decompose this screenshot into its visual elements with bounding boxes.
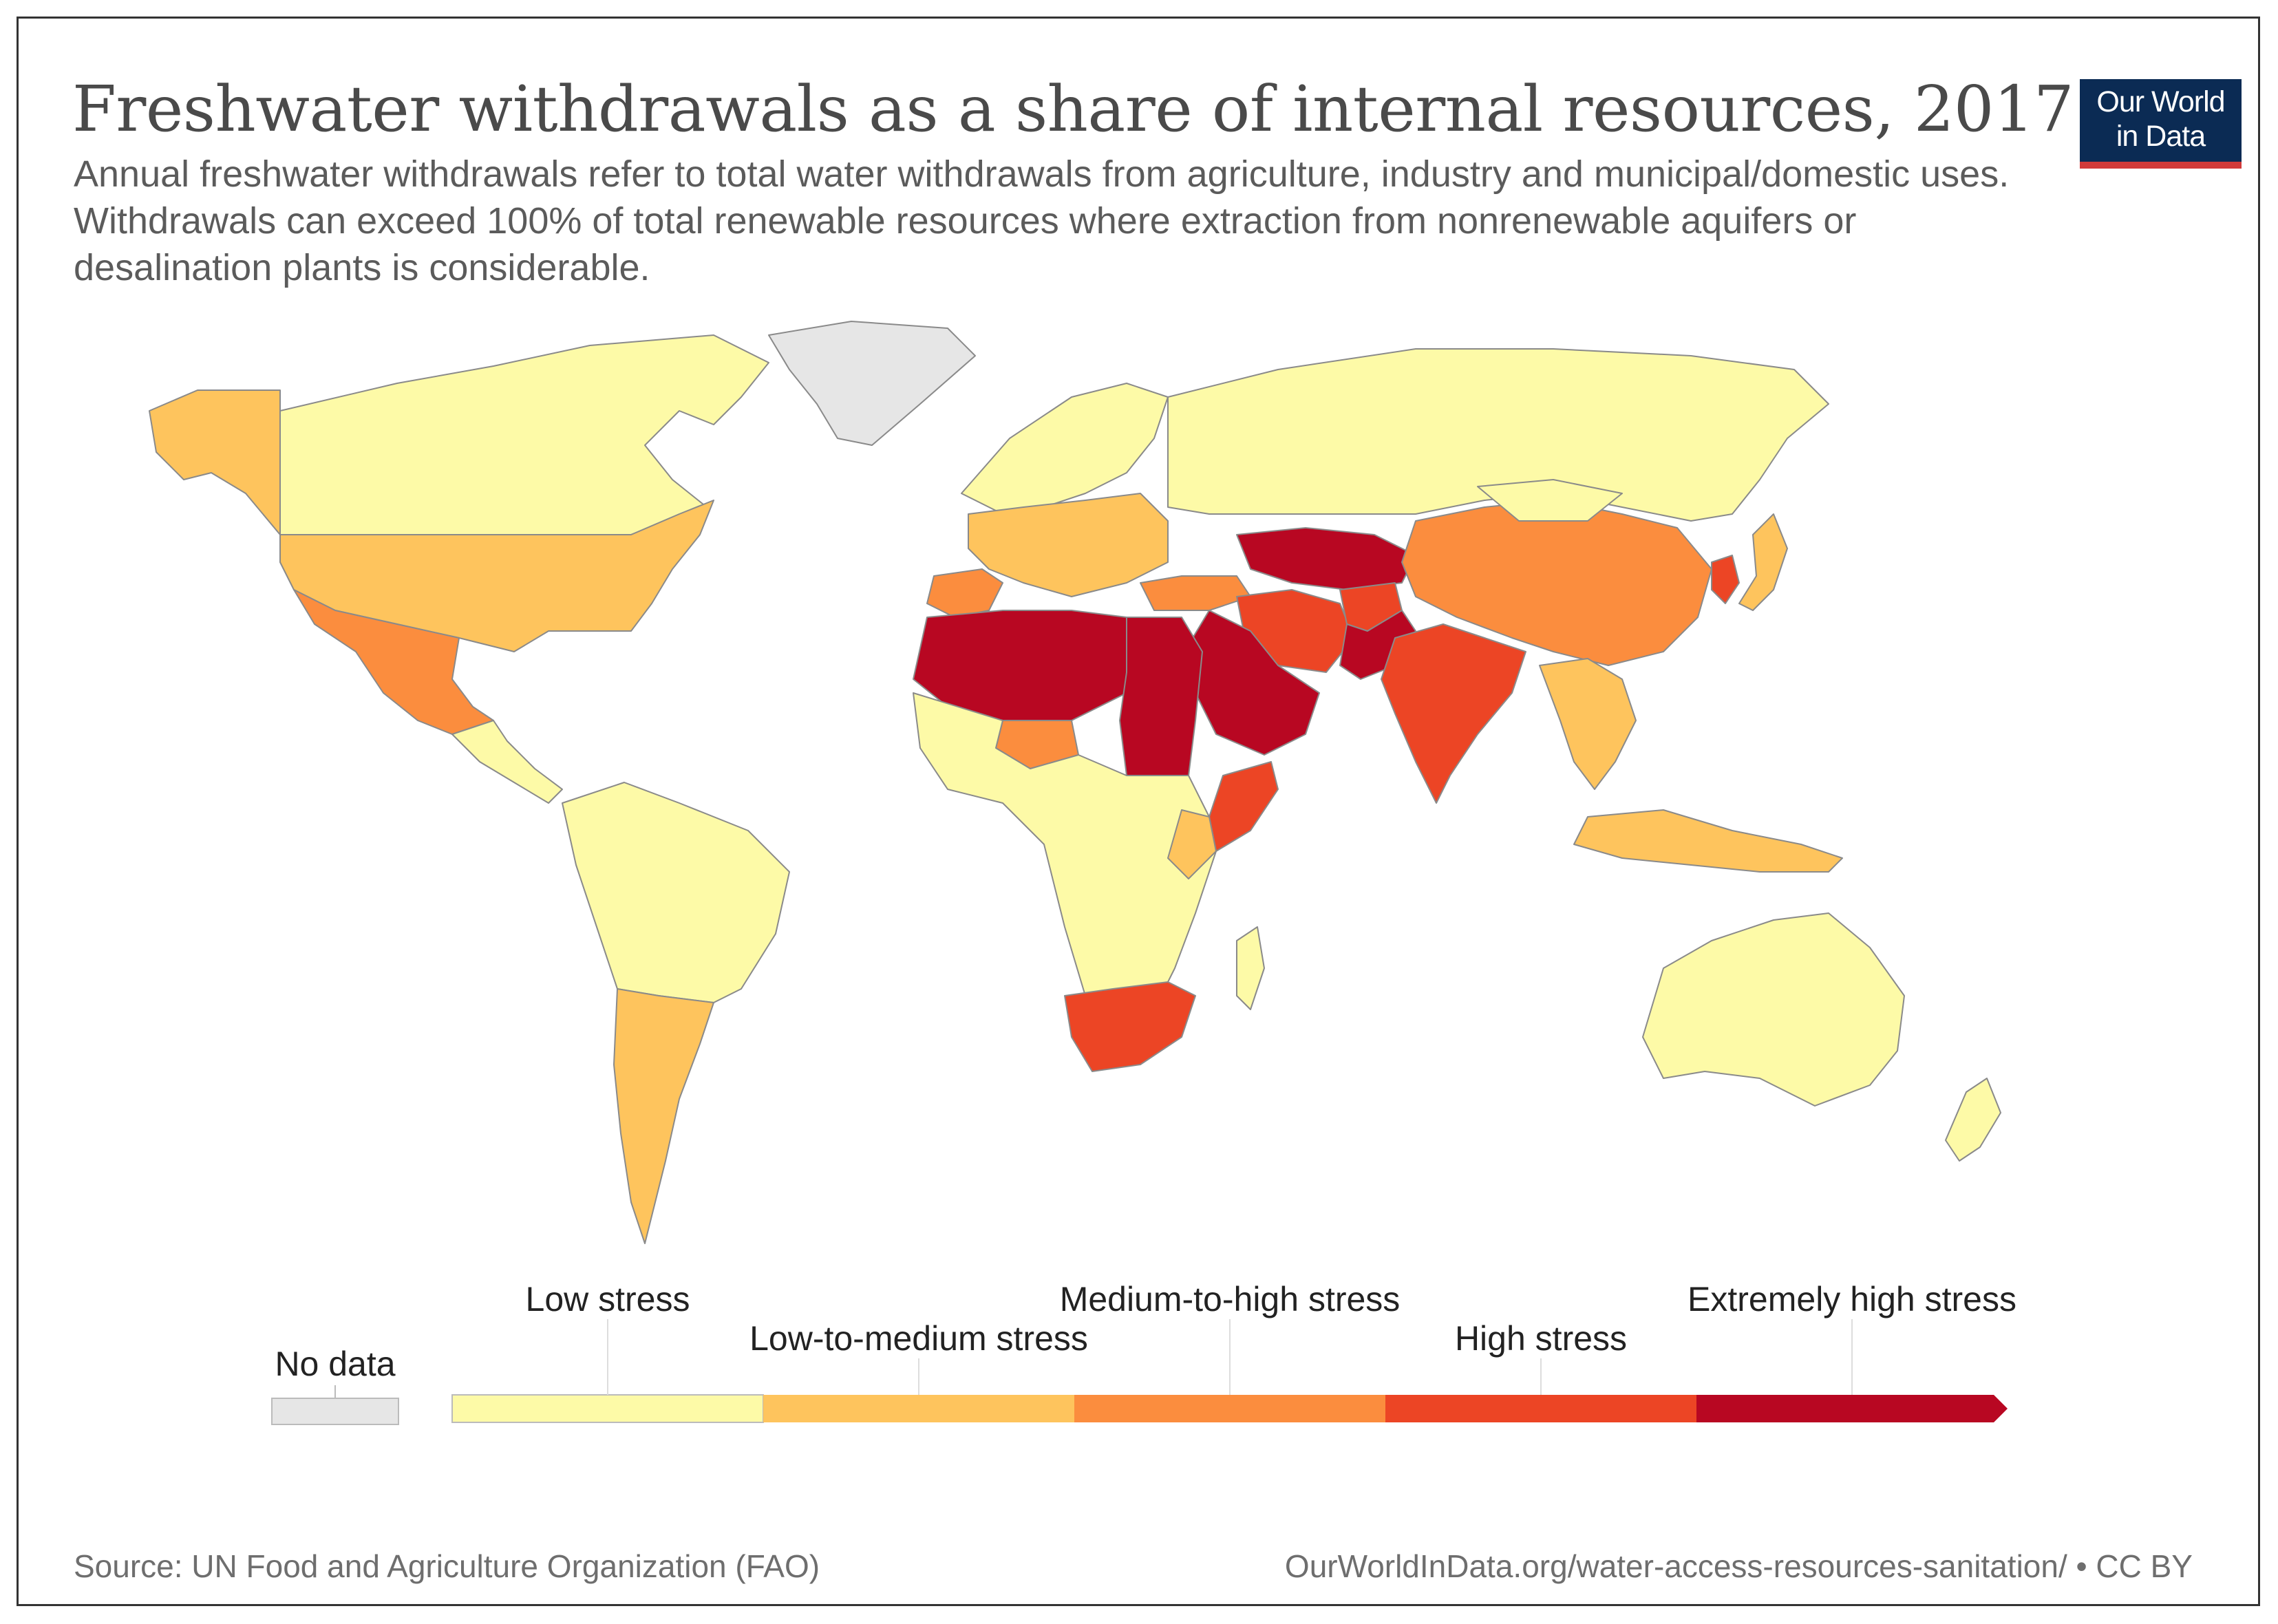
- region-madagascar[interactable]: [1236, 926, 1265, 1010]
- region-spain[interactable]: [926, 568, 1003, 618]
- chart-frame: Freshwater withdrawals as a share of int…: [17, 17, 2260, 1606]
- region-indonesia[interactable]: [1573, 809, 1843, 873]
- region-kenya[interactable]: [1167, 809, 1217, 879]
- region-central-america[interactable]: [451, 720, 563, 804]
- world-map[interactable]: [108, 308, 2173, 1326]
- legend-swatch: [1385, 1395, 1696, 1422]
- source-note: Source: UN Food and Agriculture Organiza…: [74, 1548, 820, 1584]
- region-australia[interactable]: [1642, 912, 1905, 1107]
- logo-line-2: in Data: [2116, 120, 2206, 153]
- region-russia[interactable]: [1167, 348, 1829, 522]
- region-south-africa[interactable]: [1064, 981, 1196, 1072]
- legend-label: High stress: [1455, 1319, 1627, 1358]
- legend-label: Low stress: [526, 1280, 690, 1318]
- legend-label: Medium-to-high stress: [1060, 1280, 1401, 1318]
- legend-label: Extremely high stress: [1688, 1280, 2016, 1318]
- chart-subtitle: Annual freshwater withdrawals refer to t…: [74, 153, 2010, 288]
- region-japan[interactable]: [1738, 513, 1788, 611]
- region-southeast-asia[interactable]: [1539, 658, 1637, 790]
- legend-no-data-swatch: [271, 1398, 399, 1425]
- region-mongolia[interactable]: [1477, 479, 1623, 522]
- legend: No data Low stress Low-to-medium stressMed…: [271, 1280, 2016, 1425]
- source-url[interactable]: OurWorldInData.org/water-access-resource…: [1284, 1548, 2193, 1584]
- region-korea[interactable]: [1711, 555, 1740, 604]
- legend-label: Low-to-medium stress: [749, 1319, 1088, 1358]
- region-argentina[interactable]: [613, 988, 714, 1244]
- region-central-asia[interactable]: [1236, 527, 1416, 590]
- owid-logo[interactable]: Our World in Data: [2080, 79, 2242, 169]
- legend-swatch: [451, 1394, 764, 1423]
- legend-no-data-label: No data: [275, 1345, 395, 1383]
- region-india[interactable]: [1381, 623, 1526, 804]
- region-western-central-europe[interactable]: [968, 493, 1169, 597]
- legend-swatch: [763, 1395, 1074, 1422]
- region-new-zealand[interactable]: [1945, 1078, 2001, 1162]
- region-sub-saharan-africa[interactable]: [913, 692, 1217, 1024]
- region-alaska[interactable]: [149, 389, 281, 535]
- region-greenland[interactable]: [768, 321, 976, 446]
- legend-swatch: [1696, 1395, 2008, 1422]
- region-south-america[interactable]: [562, 782, 790, 1003]
- legend-swatch: [1074, 1395, 1385, 1422]
- chart-title: Freshwater withdrawals as a share of int…: [72, 72, 2074, 146]
- logo-line-1: Our World: [2096, 85, 2225, 118]
